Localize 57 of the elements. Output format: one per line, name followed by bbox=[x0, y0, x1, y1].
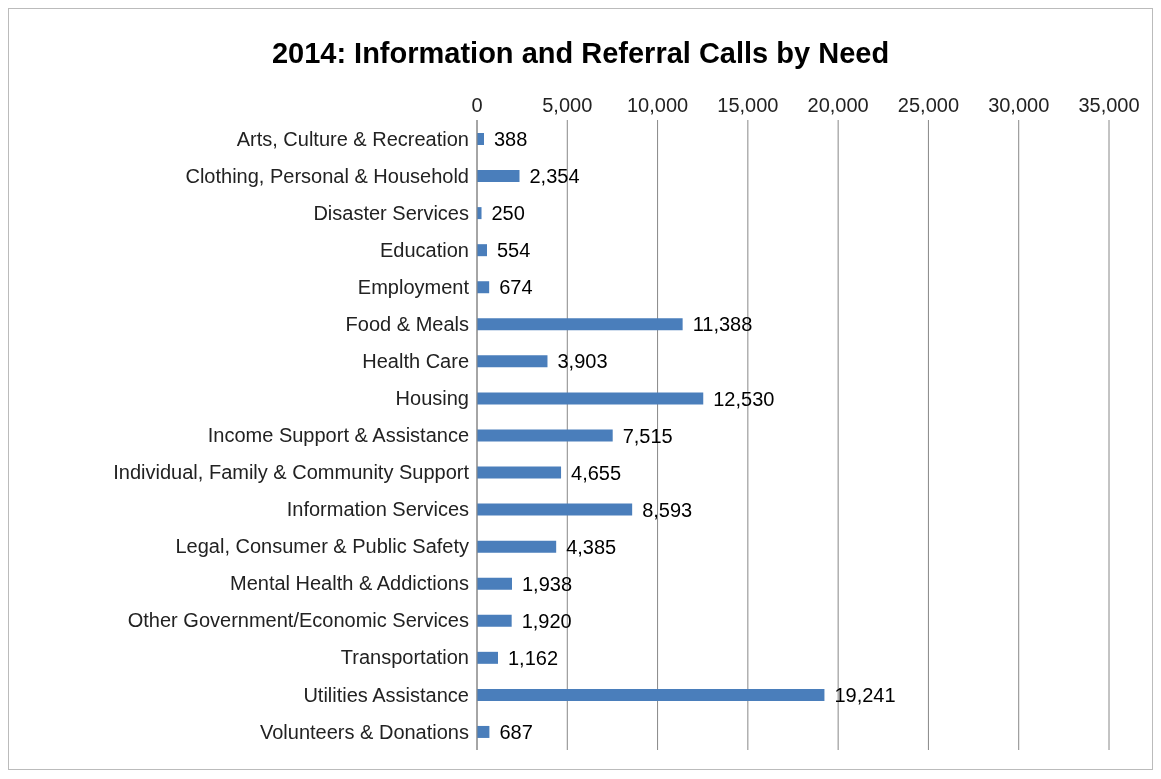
x-tick-label: 10,000 bbox=[626, 94, 689, 116]
bar bbox=[477, 466, 562, 479]
data-label: 2,354 bbox=[529, 165, 580, 188]
y-tick-label: Individual, Family & Community Support bbox=[113, 461, 470, 484]
x-tick-label: 20,000 bbox=[807, 94, 869, 116]
y-tick-label: Other Government/Economic Services bbox=[127, 609, 469, 632]
x-tick-label: 35,000 bbox=[1078, 94, 1140, 116]
y-tick-label: Legal, Consumer & Public Safety bbox=[175, 535, 469, 558]
bar bbox=[477, 244, 487, 257]
x-tick-label: 0 bbox=[471, 94, 483, 116]
bar bbox=[477, 281, 490, 294]
bar bbox=[477, 392, 704, 405]
bar bbox=[477, 577, 512, 590]
y-tick-label: Food & Meals bbox=[345, 312, 469, 335]
y-tick-label: Transportation bbox=[340, 646, 469, 669]
data-label: 12,530 bbox=[713, 387, 775, 410]
data-label: 7,515 bbox=[622, 424, 673, 447]
data-label: 1,162 bbox=[507, 646, 559, 669]
y-tick-label: Education bbox=[380, 238, 469, 261]
data-label: 8,593 bbox=[642, 498, 693, 521]
y-tick-label: Mental Health & Addictions bbox=[229, 572, 469, 595]
bar bbox=[477, 170, 520, 183]
data-label: 4,385 bbox=[566, 535, 617, 558]
y-tick-label: Income Support & Assistance bbox=[207, 424, 469, 447]
data-label: 554 bbox=[497, 239, 531, 262]
bar bbox=[477, 651, 498, 664]
bar bbox=[477, 540, 557, 553]
bar bbox=[477, 355, 548, 368]
x-tick-label: 30,000 bbox=[988, 94, 1050, 116]
bar bbox=[477, 429, 613, 442]
data-label: 1,920 bbox=[521, 609, 572, 632]
bar bbox=[477, 688, 825, 701]
x-tick-label: 25,000 bbox=[897, 94, 960, 116]
bar bbox=[477, 318, 683, 331]
y-tick-label: Information Services bbox=[286, 498, 469, 521]
y-tick-label: Arts, Culture & Recreation bbox=[236, 127, 469, 150]
data-label: 19,241 bbox=[834, 683, 896, 706]
bar bbox=[477, 614, 512, 627]
y-tick-label: Health Care bbox=[362, 349, 469, 372]
y-tick-label: Utilities Assistance bbox=[303, 683, 469, 706]
y-tick-label: Housing bbox=[395, 387, 469, 410]
x-tick-label: 15,000 bbox=[717, 94, 779, 116]
y-tick-label: Disaster Services bbox=[313, 201, 469, 224]
data-label: 11,388 bbox=[692, 313, 753, 336]
bar bbox=[477, 503, 633, 516]
data-label: 687 bbox=[499, 721, 533, 744]
data-label: 674 bbox=[499, 276, 533, 299]
chart-title: 2014: Information and Referral Calls by Need bbox=[270, 37, 891, 70]
y-tick-label: Employment bbox=[357, 275, 470, 298]
data-label: 250 bbox=[491, 202, 525, 225]
data-label: 388 bbox=[494, 128, 528, 151]
y-tick-label: Volunteers & Donations bbox=[259, 720, 469, 743]
data-label: 4,655 bbox=[571, 461, 622, 484]
y-tick-label: Clothing, Personal & Household bbox=[185, 164, 469, 187]
data-label: 3,903 bbox=[557, 350, 608, 373]
data-label: 1,938 bbox=[521, 572, 573, 595]
x-tick-label: 5,000 bbox=[542, 94, 593, 116]
